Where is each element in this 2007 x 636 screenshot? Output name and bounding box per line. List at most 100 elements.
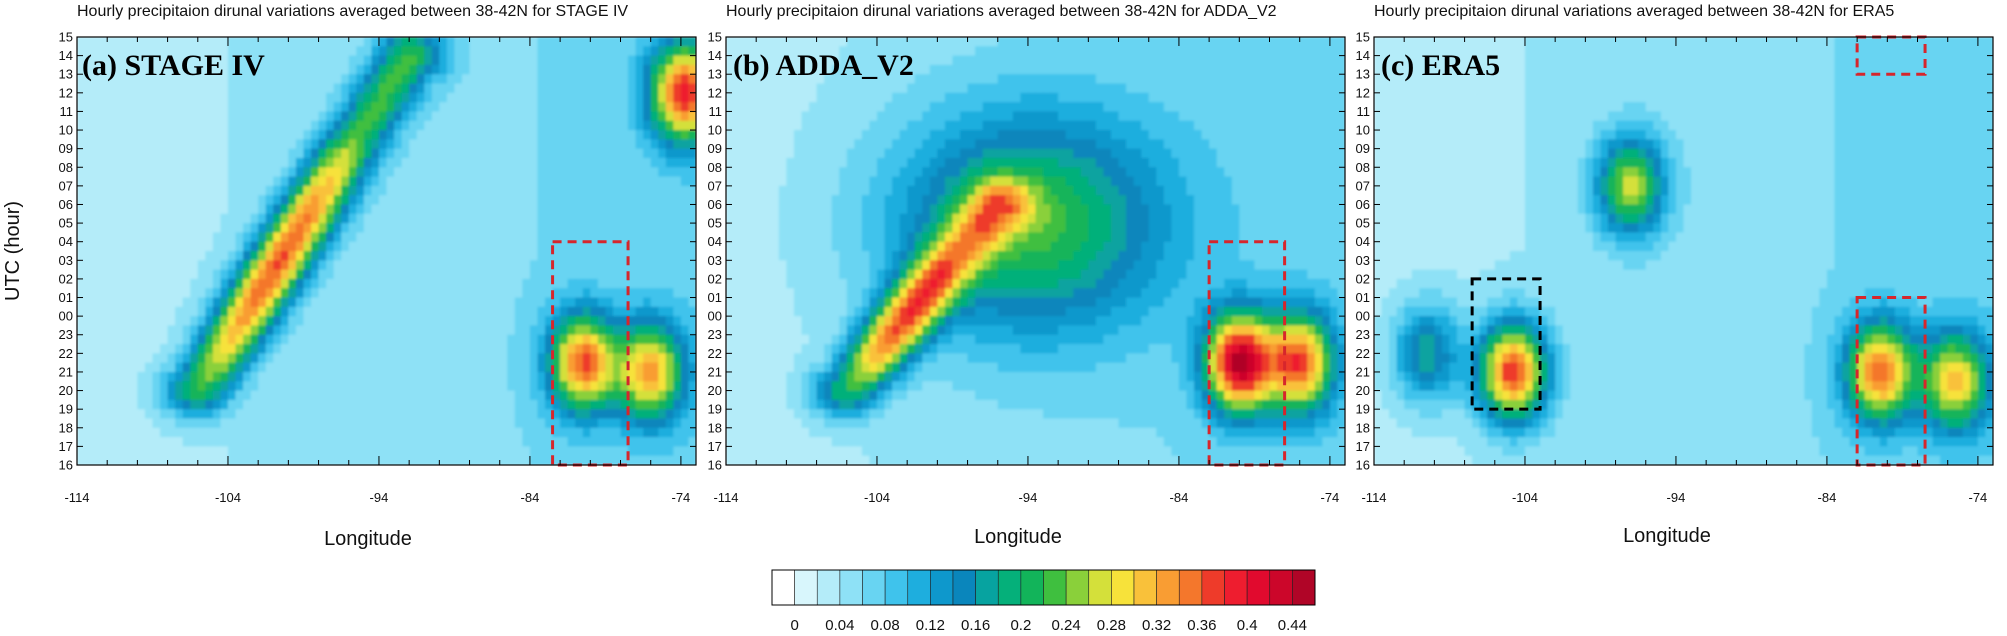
contour-cell <box>431 157 440 168</box>
contour-cell <box>386 390 395 401</box>
contour-cell <box>386 325 395 336</box>
contour-cell <box>545 232 554 243</box>
contour-cell <box>514 427 523 438</box>
contour-cell <box>499 446 508 457</box>
contour-cell <box>952 148 961 159</box>
contour-cell <box>341 316 350 327</box>
contour-cell <box>922 46 931 57</box>
contour-cell <box>160 46 169 57</box>
contour-cell <box>507 297 516 308</box>
contour-cell <box>545 37 554 47</box>
contour-cell <box>454 37 463 47</box>
contour-cell <box>1246 37 1256 47</box>
contour-cell <box>522 334 531 345</box>
contour-cell <box>318 297 327 308</box>
contour-cell <box>590 195 599 206</box>
contour-cell <box>665 176 674 187</box>
contour-cell <box>590 120 599 131</box>
contour-cell <box>326 241 335 252</box>
contour-cell <box>205 213 214 224</box>
contour-cell <box>552 325 561 336</box>
contour-cell <box>997 37 1006 47</box>
contour-cell <box>409 223 418 233</box>
contour-cell <box>129 241 138 252</box>
contour-cell <box>303 204 312 215</box>
contour-cell <box>1148 83 1157 94</box>
contour-cell <box>303 74 312 85</box>
contour-cell <box>809 64 818 75</box>
contour-cell <box>1058 148 1067 159</box>
contour-cell <box>673 251 682 261</box>
contour-cell <box>258 37 267 47</box>
contour-cell <box>1292 55 1301 66</box>
contour-cell <box>144 334 154 345</box>
contour-cell <box>227 223 237 233</box>
contour-cell <box>960 120 969 131</box>
contour-cell <box>424 213 433 224</box>
contour-cell <box>1126 55 1135 66</box>
contour-cell <box>303 64 312 75</box>
contour-cell <box>288 46 297 57</box>
contour-cell <box>658 120 667 131</box>
contour-cell <box>326 288 335 299</box>
contour-cell <box>144 148 154 159</box>
contour-cell <box>137 46 146 57</box>
contour-cell <box>280 362 289 373</box>
contour-cell <box>122 399 131 410</box>
contour-cell <box>1035 92 1044 103</box>
contour-cell <box>605 297 614 308</box>
contour-cell <box>84 251 93 261</box>
contour-cell <box>975 120 984 131</box>
contour-cell <box>416 195 425 206</box>
contour-cell <box>1027 102 1037 113</box>
contour-cell <box>401 167 410 178</box>
contour-cell <box>144 139 154 150</box>
contour-cell <box>1148 92 1157 103</box>
contour-cell <box>499 167 508 178</box>
contour-cell <box>386 381 395 392</box>
contour-cell <box>499 37 508 47</box>
contour-cell <box>318 157 327 168</box>
contour-cell <box>960 111 969 122</box>
contour-cell <box>205 232 214 243</box>
contour-cell <box>590 46 599 57</box>
contour-cell <box>514 409 523 420</box>
contour-cell <box>84 362 93 373</box>
contour-cell <box>205 37 214 47</box>
contour-cell <box>665 278 674 289</box>
contour-cell <box>1277 148 1286 159</box>
contour-cell <box>801 74 810 85</box>
contour-cell <box>144 288 154 299</box>
contour-cell <box>997 102 1006 113</box>
contour-cell <box>560 427 569 438</box>
contour-cell <box>1322 130 1331 140</box>
contour-cell <box>220 297 229 308</box>
contour-cell <box>680 37 690 47</box>
contour-cell <box>160 334 169 345</box>
contour-cell <box>122 325 131 336</box>
contour-cell <box>167 390 176 401</box>
contour-cell <box>446 157 456 168</box>
contour-cell <box>84 74 93 85</box>
contour-cell <box>160 102 169 113</box>
contour-cell <box>144 325 154 336</box>
contour-cell <box>107 437 116 447</box>
contour-cell <box>522 437 531 447</box>
contour-cell <box>431 92 440 103</box>
contour-cell <box>424 353 433 364</box>
contour-cell <box>492 195 501 206</box>
contour-cell <box>243 64 252 75</box>
contour-cell <box>658 334 667 345</box>
contour-cell <box>107 64 116 75</box>
contour-cell <box>84 409 93 420</box>
contour-cell <box>227 83 237 94</box>
contour-cell <box>265 288 274 299</box>
contour-cell <box>129 334 138 345</box>
contour-cell <box>469 83 478 94</box>
contour-cell <box>1020 102 1029 113</box>
contour-cell <box>620 288 629 299</box>
contour-cell <box>77 418 86 429</box>
contour-cell <box>303 102 312 113</box>
contour-cell <box>265 390 274 401</box>
